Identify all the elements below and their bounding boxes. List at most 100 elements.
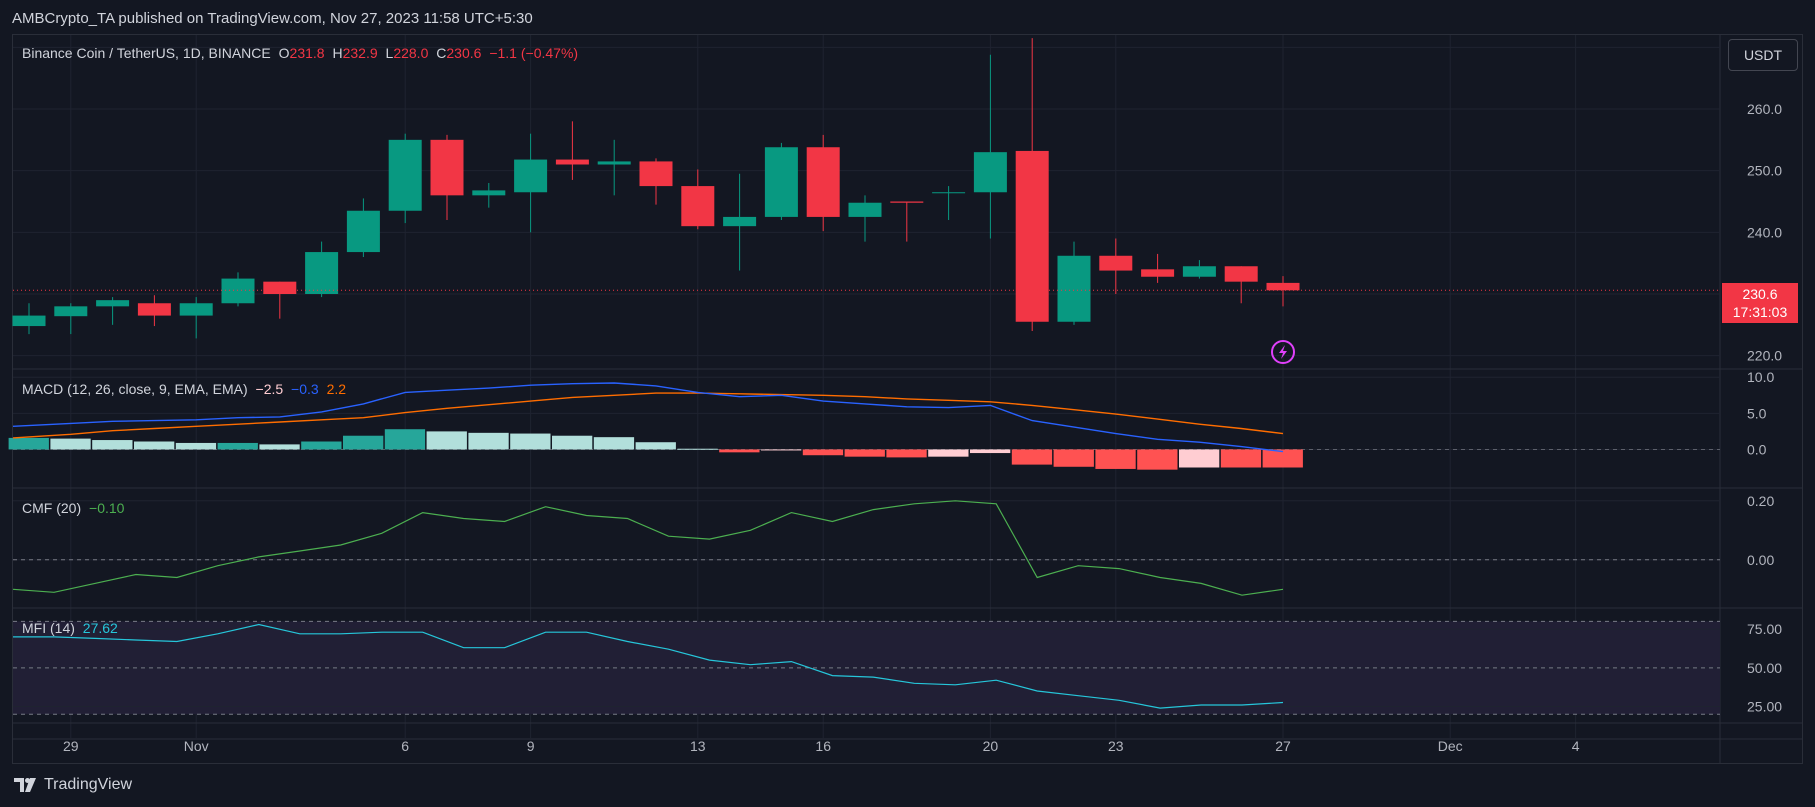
price-axis-tick-label: 250.0 [1747, 163, 1782, 179]
time-axis-label: Nov [184, 738, 209, 754]
mfi-axis-tick-label: 50.00 [1747, 660, 1782, 676]
macd-legend-title: MACD (12, 26, close, 9, EMA, EMA) [22, 381, 248, 397]
symbol-legend: Binance Coin / TetherUS, 1D, BINANCE O23… [22, 45, 582, 61]
candle-body [472, 190, 506, 196]
candle-body [681, 186, 715, 227]
candle-body [555, 159, 589, 165]
alert-icon [1271, 340, 1295, 364]
open-value: 231.8 [289, 45, 325, 61]
macd-histogram-bar [1179, 449, 1220, 468]
candle-body [1266, 282, 1300, 291]
close-value: 230.6 [446, 45, 482, 61]
macd-signal-line [12, 392, 1284, 439]
macd-histogram-bar [510, 433, 551, 450]
candle-body [388, 139, 422, 211]
macd-histogram-bar [928, 449, 969, 457]
candle-body [305, 252, 339, 294]
macd-histogram-bar [1095, 449, 1136, 469]
candle-body [890, 201, 924, 203]
time-axis-label: 27 [1275, 738, 1291, 754]
last-price-value: 230.6 [1742, 286, 1778, 302]
candle-body [1015, 150, 1049, 322]
macd-histogram-bar [175, 442, 217, 450]
candle-body [597, 161, 631, 165]
candle-body [137, 303, 171, 316]
macd-histogram-bar [92, 440, 133, 450]
macd-histogram-bar [1137, 449, 1178, 470]
candle-body [723, 216, 757, 227]
close-label: C [436, 45, 447, 61]
high-label: H [332, 45, 343, 61]
symbol-title: Binance Coin / TetherUS, 1D, BINANCE [22, 45, 271, 61]
cmf-legend-title: CMF (20) [22, 500, 82, 516]
mfi-line [13, 623, 1284, 709]
macd-signal-value: 2.2 [326, 381, 347, 397]
mfi-legend: MFI (14) 27.62 [22, 620, 122, 636]
mfi-legend-title: MFI (14) [22, 620, 75, 636]
time-axis-label: 20 [983, 738, 999, 754]
time-axis-label: Dec [1438, 738, 1463, 754]
macd-histogram-bar [1011, 449, 1053, 465]
macd-histogram-bar [719, 449, 760, 453]
candle-body [54, 306, 88, 317]
candle-body [1057, 255, 1091, 322]
high-value: 232.9 [342, 45, 378, 61]
candle-body [221, 278, 255, 304]
time-axis-label: 4 [1572, 738, 1580, 754]
cmf-axis-tick-label: 0.20 [1747, 493, 1774, 509]
mfi-value: 27.62 [82, 620, 118, 636]
macd-histogram-bar [343, 435, 384, 450]
candle-body [179, 303, 213, 316]
candle-body [12, 315, 46, 327]
macd-histogram-bar [970, 449, 1011, 454]
candle-body [806, 147, 840, 217]
macd-histogram-bar [384, 429, 426, 450]
macd-axis-tick-label: 0.0 [1747, 441, 1767, 457]
macd-histogram-bar [593, 437, 635, 450]
macd-axis-tick-label: 10.0 [1747, 369, 1774, 385]
candle-body [263, 281, 297, 294]
price-axis-tick-label: 220.0 [1747, 348, 1782, 364]
candle-body [1182, 266, 1216, 277]
macd-legend: MACD (12, 26, close, 9, EMA, EMA) −2.5 −… [22, 381, 350, 397]
mfi-axis-tick-label: 25.00 [1747, 699, 1782, 715]
candle-body [932, 192, 966, 194]
footer-bar [0, 766, 1815, 807]
time-axis-label: 29 [63, 738, 79, 754]
macd-histogram-bar [50, 438, 91, 450]
macd-histogram-bar [217, 442, 258, 450]
macd-histogram-bar [552, 435, 593, 450]
macd-line-value: −0.3 [291, 381, 319, 397]
macd-histogram-bar [1053, 449, 1094, 467]
low-label: L [385, 45, 394, 61]
cmf-legend: CMF (20) −0.10 [22, 500, 128, 516]
time-axis-label: 9 [527, 738, 535, 754]
price-axis-tick-label: 240.0 [1747, 224, 1782, 240]
macd-axis-tick-label: 5.0 [1747, 405, 1767, 421]
candle-body [96, 300, 130, 307]
candle-body [639, 161, 673, 187]
macd-histogram-bar [844, 449, 885, 457]
candle-body [430, 139, 464, 196]
tradingview-logo[interactable]: TradingView [14, 776, 132, 794]
macd-histogram-bar [677, 448, 718, 450]
low-value: 228.0 [393, 45, 429, 61]
candle-body [346, 210, 380, 253]
mfi-axis-tick-label: 75.00 [1747, 621, 1782, 637]
macd-histogram-bar [802, 449, 844, 456]
macd-histogram-bar [259, 444, 300, 450]
last-price-tag: 230.6 17:31:03 [1722, 283, 1798, 323]
candle-body [1141, 269, 1175, 277]
alert-bolt-icon [1279, 345, 1287, 359]
cmf-value: −0.10 [89, 500, 125, 516]
currency-button[interactable]: USDT [1728, 39, 1798, 71]
macd-histogram-bar [8, 437, 49, 450]
macd-histogram-bar [301, 441, 342, 450]
tradingview-logo-icon [14, 778, 36, 792]
time-axis-label: 16 [815, 738, 831, 754]
macd-histogram-bar [134, 441, 175, 450]
candle-body [764, 147, 798, 217]
time-axis-label: 23 [1108, 738, 1124, 754]
macd-hist-value: −2.5 [255, 381, 284, 397]
